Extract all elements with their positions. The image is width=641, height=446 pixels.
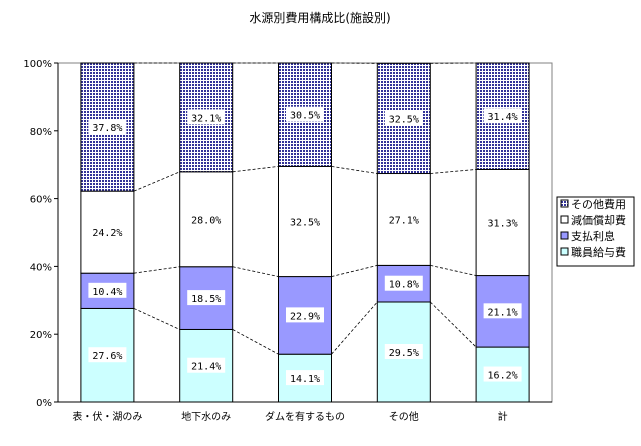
y-tick-label: 100% — [23, 59, 52, 70]
data-label: 27.6% — [92, 351, 122, 362]
data-label: 22.9% — [290, 311, 320, 322]
data-label: 10.8% — [389, 280, 419, 291]
data-label: 31.4% — [488, 112, 518, 123]
chart-title: 水源別費用構成比(施設別) — [249, 10, 390, 25]
legend-swatch — [561, 200, 568, 207]
x-labels: 表・伏・湖のみ 地下水のみ ダムを有するもの その他 計 — [72, 410, 507, 423]
y-tick-label: 20% — [30, 330, 52, 341]
legend-swatch — [561, 216, 568, 223]
x-tick-label: 地下水のみ — [181, 410, 231, 423]
x-tick-label: 計 — [498, 410, 508, 423]
legend-label: その他費用 — [571, 197, 626, 211]
data-label: 16.2% — [488, 371, 518, 382]
y-tick-label: 40% — [30, 262, 52, 273]
legend-swatch — [561, 248, 568, 255]
x-tick-label: 表・伏・湖のみ — [72, 410, 142, 423]
data-label: 18.5% — [191, 294, 221, 305]
data-label: 27.1% — [389, 215, 419, 226]
y-tick-label: 0% — [36, 398, 52, 409]
x-tick-label: その他 — [389, 410, 419, 423]
legend-label: 職員給与費 — [571, 245, 626, 259]
data-label: 14.1% — [290, 374, 320, 385]
y-tick-label: 80% — [30, 127, 52, 138]
y-tick-label: 60% — [30, 195, 52, 206]
data-label: 10.4% — [92, 287, 122, 298]
data-label: 32.1% — [191, 113, 221, 124]
data-label: 37.8% — [92, 123, 122, 134]
data-label: 30.5% — [290, 111, 320, 122]
legend-swatch — [561, 232, 568, 239]
data-label: 29.5% — [389, 348, 419, 359]
data-label: 24.2% — [92, 228, 122, 239]
data-label: 21.4% — [191, 362, 221, 373]
data-label: 32.5% — [290, 217, 320, 228]
data-label: 21.1% — [488, 307, 518, 318]
x-tick-label: ダムを有するもの — [265, 410, 345, 423]
data-label: 32.5% — [389, 114, 419, 125]
legend-label: 支払利息 — [571, 229, 615, 243]
data-label: 28.0% — [191, 215, 221, 226]
legend-label: 減価償却費 — [571, 213, 626, 227]
y-ticks: 0% 20% 40% 60% 80% 100% — [23, 59, 58, 409]
data-label: 31.3% — [488, 218, 518, 229]
